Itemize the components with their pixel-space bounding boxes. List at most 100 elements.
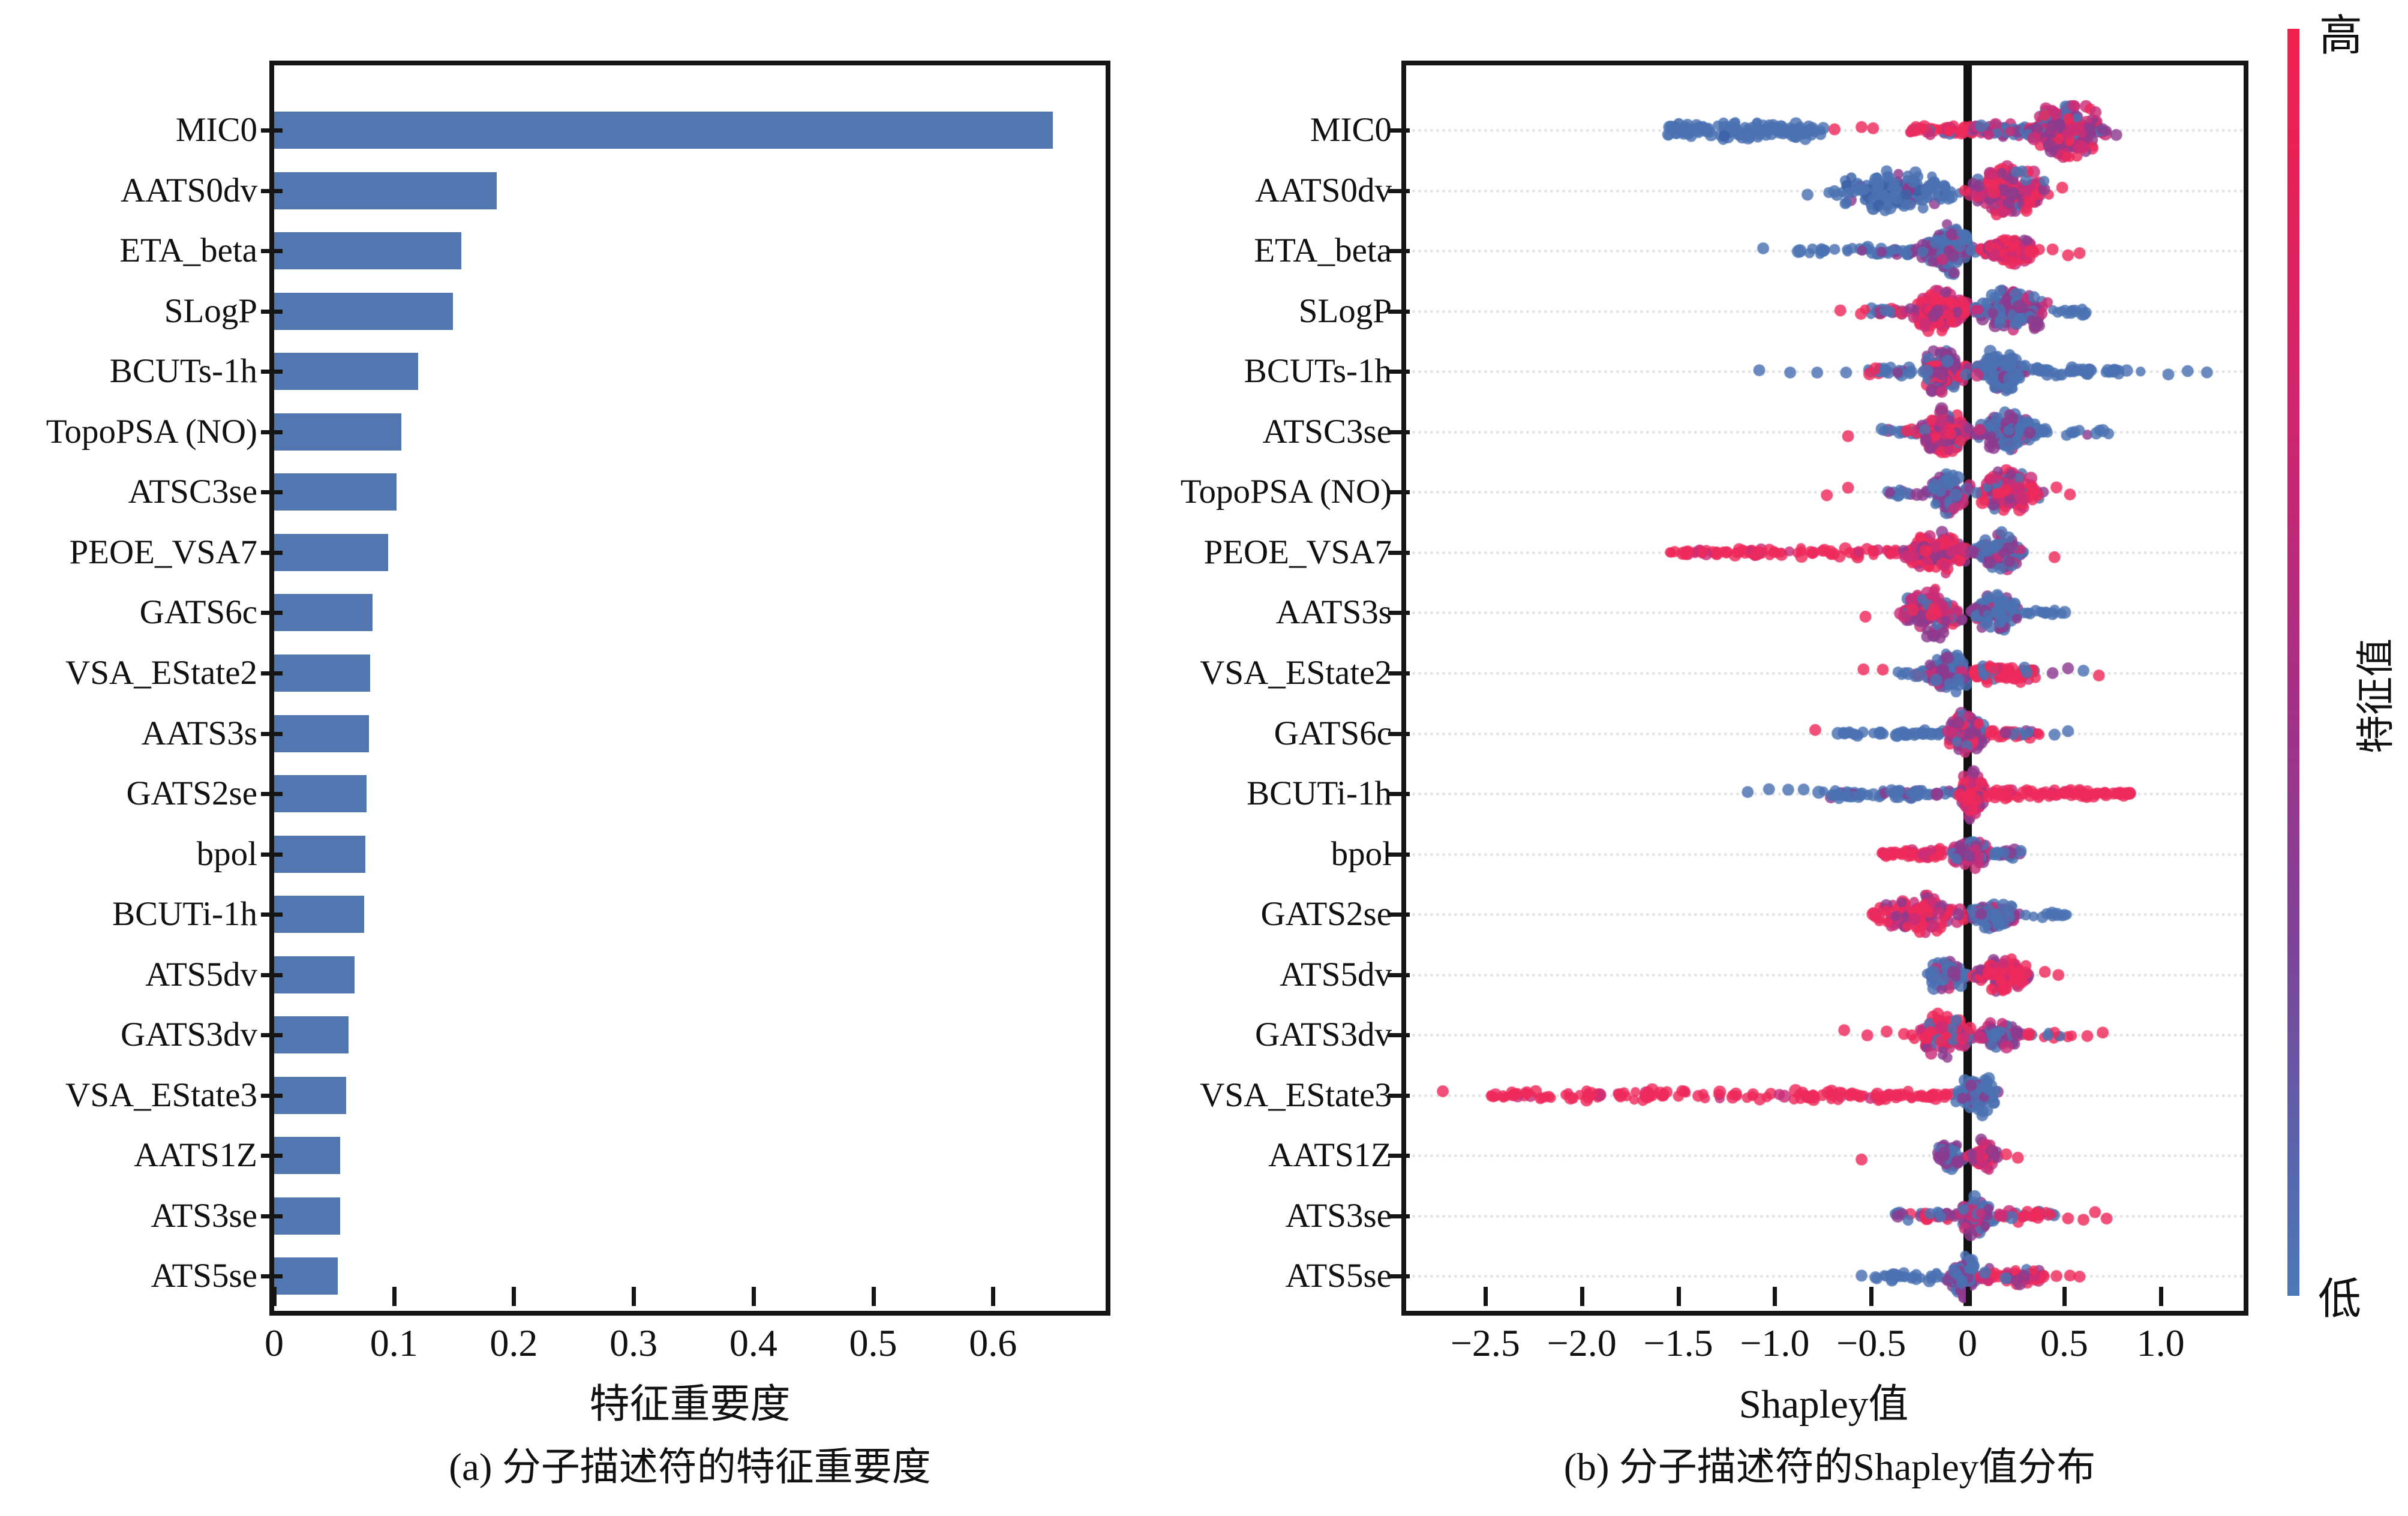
panel-b-caption: (b) 分子描述符的Shapley值分布 [1563,1446,2096,1489]
shap-ytick-label: ETA_beta [1254,232,1392,270]
bar-ytick-mark [261,550,283,555]
bar-ytick-mark [261,731,283,736]
bar-ytick-label: AATS0dv [120,171,257,209]
bar-GATS6c [274,594,373,632]
bar-TopoPSA (NO) [274,413,401,451]
shap-xtick-mark [1676,1287,1681,1306]
bar-xaxis-title: 特征重要度 [589,1382,791,1427]
bar-xtick-mark [871,1287,876,1306]
bar-xtick-mark [751,1287,756,1306]
bar-AATS3s [274,715,369,752]
shap-xtick-mark [1773,1287,1778,1306]
bar-ytick-label: AATS3s [141,714,257,752]
bar-MIC0 [274,112,1053,149]
shap-ytick-label: ATSC3se [1262,412,1392,451]
bar-xtick-mark [991,1287,996,1306]
shap-ytick-mark [1388,852,1410,857]
shap-ytick-label: TopoPSA (NO) [1180,473,1392,511]
bar-ytick-label: MIC0 [175,111,257,149]
bar-ytick-mark [261,430,283,434]
bar-ytick-label: ETA_beta [119,232,257,270]
shap-xtick-label: −0.5 [1836,1322,1906,1364]
bar-ytick-mark [261,611,283,616]
bar-ATSC3se [274,473,397,511]
shap-xtick-label: 1.0 [2136,1322,2185,1364]
bar-ytick-mark [261,188,283,193]
bar-ytick-label: PEOE_VSA7 [69,533,257,571]
bar-ytick-mark [261,370,283,374]
bar-xtick-label: 0.4 [729,1322,777,1364]
bar-ytick-mark [261,249,283,254]
bar-ytick-label: GATS3dv [120,1016,257,1054]
shap-xtick-label: 0.5 [2040,1322,2088,1364]
bar-ytick-label: SLogP [164,292,257,330]
bar-ytick-label: VSA_EState3 [65,1076,257,1114]
shap-ytick-mark [1388,1154,1410,1158]
shap-ytick-mark [1388,792,1410,797]
shap-beeswarm-canvas [1406,65,2244,1306]
shap-xtick-mark [1580,1287,1584,1306]
shap-ytick-mark [1388,912,1410,917]
shap-xtick-mark [1966,1287,1971,1306]
bar-xtick-label: 0.1 [370,1322,418,1364]
shap-ytick-label: AATS1Z [1268,1136,1392,1175]
shap-ytick-label: MIC0 [1310,111,1392,149]
shap-xtick-label: −2.5 [1450,1322,1520,1364]
bar-xtick-label: 0.6 [969,1322,1017,1364]
shap-ytick-mark [1388,188,1410,193]
shap-ytick-label: AATS0dv [1254,171,1392,209]
bar-ytick-mark [261,972,283,977]
bar-BCUTs-1h [274,353,418,391]
bar-xtick-mark [272,1287,277,1306]
bar-VSA_EState2 [274,654,370,692]
shap-ytick-mark [1388,370,1410,374]
bar-bpol [274,835,365,873]
shap-xtick-label: 0 [1958,1322,1978,1364]
shap-ytick-label: BCUTs-1h [1244,352,1392,391]
bar-ytick-mark [261,309,283,314]
bar-xtick-label: 0.2 [490,1322,538,1364]
bar-ytick-mark [261,792,283,797]
bar-xtick-label: 0.5 [849,1322,897,1364]
bar-ytick-label: TopoPSA (NO) [46,412,257,451]
bar-GATS2se [274,775,367,813]
bar-ytick-label: bpol [196,834,257,873]
bar-ytick-mark [261,128,283,133]
shap-xtick-mark [1869,1287,1874,1306]
shap-xtick-mark [2062,1287,2067,1306]
shap-ytick-label: VSA_EState3 [1200,1076,1392,1114]
shap-ytick-label: SLogP [1298,292,1392,330]
bar-ytick-mark [261,1214,283,1218]
bar-ytick-label: ATSC3se [128,473,257,511]
shap-ytick-mark [1388,1033,1410,1038]
bar-ytick-label: GATS6c [139,593,257,632]
shap-xtick-label: −1.5 [1643,1322,1713,1364]
shap-ytick-mark [1388,128,1410,133]
shap-ytick-mark [1388,309,1410,314]
shap-ytick-label: ATS5se [1285,1257,1392,1295]
shap-ytick-mark [1388,1214,1410,1218]
bar-PEOE_VSA7 [274,533,388,571]
shap-ytick-label: bpol [1331,834,1392,873]
shap-ytick-mark [1388,671,1410,676]
colorbar-axis-label: 特征值 [2355,638,2397,754]
bar-xtick-mark [632,1287,636,1306]
bar-BCUTi-1h [274,896,364,933]
colorbar-gradient [2287,29,2299,1296]
shap-ytick-label: GATS6c [1274,714,1392,752]
shap-ytick-mark [1388,249,1410,254]
bar-ytick-label: ATS3se [151,1196,257,1235]
shap-ytick-label: GATS3dv [1254,1016,1392,1054]
bar-ytick-mark [261,1154,283,1158]
shap-ytick-label: ATS3se [1285,1196,1392,1235]
shap-ytick-label: BCUTi-1h [1247,774,1392,813]
bar-ATS3se [274,1197,340,1235]
colorbar-high-label: 高 [2319,12,2363,60]
bar-ytick-mark [261,1274,283,1279]
bar-VSA_EState3 [274,1076,346,1114]
bar-SLogP [274,292,453,330]
panel-a-caption: (a) 分子描述符的特征重要度 [449,1446,931,1489]
bar-ATS5se [274,1257,338,1295]
bar-ytick-label: BCUTs-1h [109,352,257,391]
bar-AATS0dv [274,172,497,209]
